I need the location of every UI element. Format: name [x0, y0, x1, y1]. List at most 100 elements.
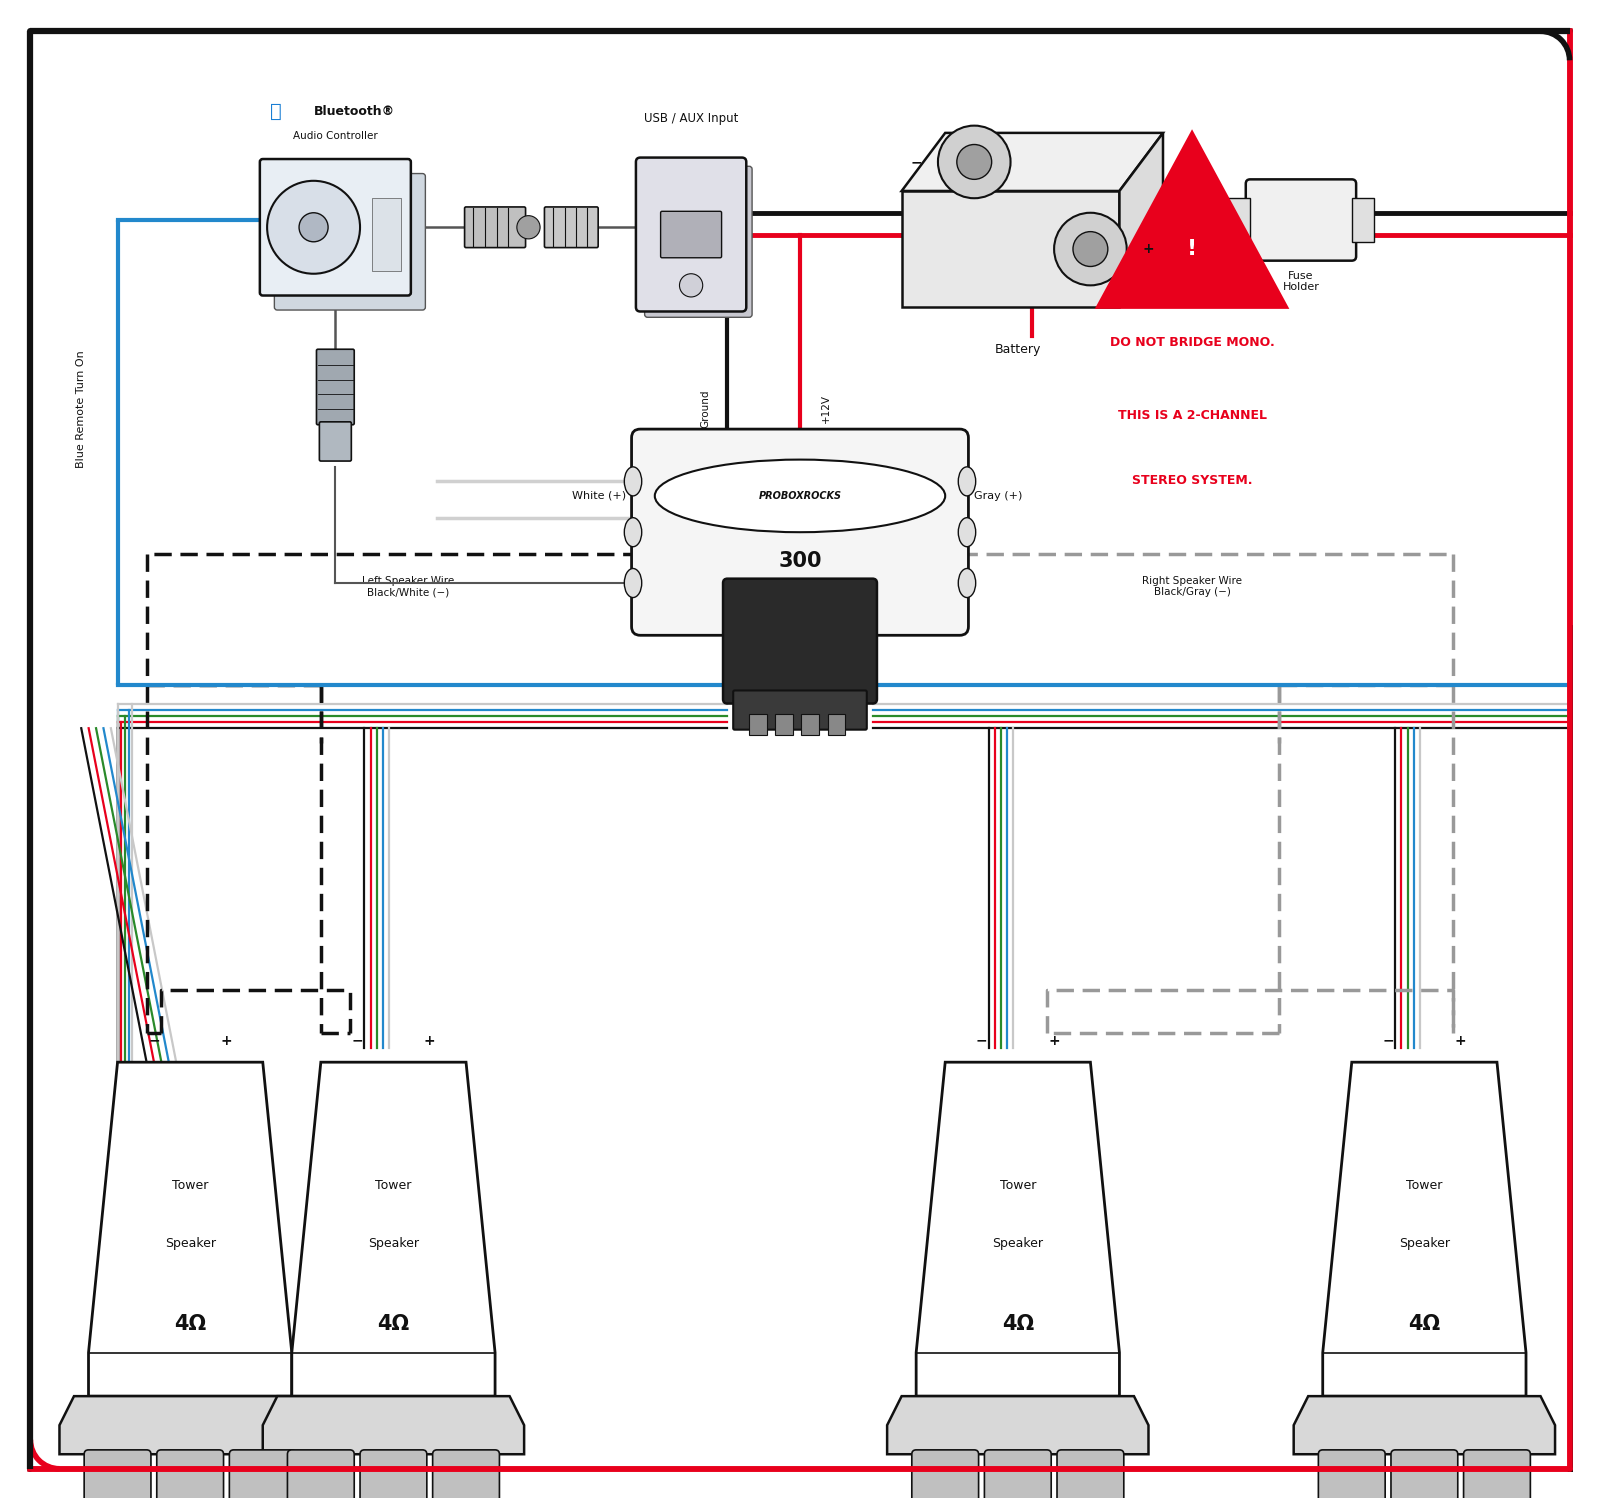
Text: +: +: [1142, 242, 1154, 256]
Text: WATTS RMS: WATTS RMS: [774, 596, 826, 604]
Bar: [776, 714, 792, 735]
Ellipse shape: [654, 459, 946, 532]
Text: Tower: Tower: [376, 1179, 411, 1192]
Text: Gray (+): Gray (+): [974, 490, 1022, 501]
FancyBboxPatch shape: [645, 166, 752, 318]
FancyBboxPatch shape: [259, 159, 411, 296]
FancyBboxPatch shape: [432, 1450, 499, 1500]
FancyBboxPatch shape: [320, 422, 352, 460]
Polygon shape: [291, 1062, 494, 1396]
Text: −: −: [976, 1034, 987, 1047]
Text: +12V: +12V: [821, 394, 830, 423]
Text: +: +: [424, 1034, 435, 1047]
Bar: [371, 198, 400, 272]
Text: Speaker: Speaker: [368, 1238, 419, 1250]
Text: Blue Remote Turn On: Blue Remote Turn On: [77, 350, 86, 468]
Ellipse shape: [624, 518, 642, 546]
Text: Ground: Ground: [701, 390, 710, 427]
Bar: [827, 714, 845, 735]
Text: Speaker: Speaker: [1398, 1238, 1450, 1250]
Polygon shape: [59, 1396, 322, 1454]
Text: 4Ω: 4Ω: [174, 1314, 206, 1334]
Text: 4Ω: 4Ω: [1002, 1314, 1034, 1334]
Circle shape: [299, 213, 328, 242]
Circle shape: [1074, 231, 1107, 267]
Text: Speaker: Speaker: [165, 1238, 216, 1250]
Polygon shape: [1323, 1062, 1526, 1396]
Polygon shape: [262, 1396, 525, 1454]
Circle shape: [517, 216, 541, 238]
Polygon shape: [902, 190, 1120, 308]
Text: USB / AUX Input: USB / AUX Input: [643, 112, 738, 125]
Text: −: −: [149, 1034, 160, 1047]
Bar: [802, 714, 819, 735]
Text: Tower: Tower: [1406, 1179, 1443, 1192]
Text: !: !: [1187, 238, 1197, 260]
Text: RGB LED Controller: RGB LED Controller: [742, 558, 858, 572]
Circle shape: [1054, 213, 1126, 285]
Text: ⦿: ⦿: [270, 102, 282, 120]
FancyBboxPatch shape: [1390, 1450, 1458, 1500]
FancyBboxPatch shape: [1246, 180, 1357, 261]
FancyBboxPatch shape: [157, 1450, 224, 1500]
Text: Bluetooth®: Bluetooth®: [314, 105, 395, 117]
Text: Fuse
Holder: Fuse Holder: [1283, 272, 1320, 292]
Ellipse shape: [958, 518, 976, 546]
Text: Left Speaker Wire
Black/White (−): Left Speaker Wire Black/White (−): [362, 576, 454, 597]
Text: +: +: [1048, 1034, 1059, 1047]
FancyBboxPatch shape: [984, 1450, 1051, 1500]
Text: Battery: Battery: [995, 344, 1042, 357]
Circle shape: [267, 182, 360, 273]
Text: White (+): White (+): [571, 490, 626, 501]
Ellipse shape: [958, 466, 976, 496]
Bar: [1229, 198, 1250, 242]
FancyBboxPatch shape: [632, 429, 968, 636]
Text: 4Ω: 4Ω: [378, 1314, 410, 1334]
Polygon shape: [917, 1062, 1120, 1396]
FancyBboxPatch shape: [544, 207, 598, 248]
Text: THIS IS A 2-CHANNEL: THIS IS A 2-CHANNEL: [1117, 410, 1267, 422]
Polygon shape: [88, 1062, 291, 1396]
Text: 300: 300: [778, 550, 822, 572]
Text: Tower: Tower: [171, 1179, 208, 1192]
FancyBboxPatch shape: [317, 350, 354, 424]
Text: −: −: [1382, 1034, 1394, 1047]
Text: Speaker: Speaker: [992, 1238, 1043, 1250]
Circle shape: [957, 144, 992, 180]
Polygon shape: [902, 134, 1163, 190]
Polygon shape: [886, 1396, 1149, 1454]
Ellipse shape: [624, 466, 642, 496]
Polygon shape: [1294, 1396, 1555, 1454]
FancyBboxPatch shape: [274, 174, 426, 310]
FancyBboxPatch shape: [1464, 1450, 1530, 1500]
Ellipse shape: [624, 568, 642, 597]
FancyBboxPatch shape: [85, 1450, 150, 1500]
Text: PROBOXROCKS: PROBOXROCKS: [758, 490, 842, 501]
Text: 4Ω: 4Ω: [1408, 1314, 1440, 1334]
FancyBboxPatch shape: [733, 690, 867, 729]
Text: −: −: [910, 154, 922, 170]
Bar: [1352, 198, 1373, 242]
FancyBboxPatch shape: [912, 1450, 979, 1500]
FancyBboxPatch shape: [360, 1450, 427, 1500]
FancyBboxPatch shape: [1058, 1450, 1123, 1500]
Polygon shape: [1120, 134, 1163, 308]
Circle shape: [938, 126, 1011, 198]
Text: −: −: [352, 1034, 363, 1047]
Text: STEREO SYSTEM.: STEREO SYSTEM.: [1131, 474, 1253, 488]
Text: Tower: Tower: [1000, 1179, 1035, 1192]
FancyBboxPatch shape: [723, 579, 877, 704]
FancyBboxPatch shape: [464, 207, 525, 248]
Text: Audio Controller: Audio Controller: [293, 130, 378, 141]
Text: +: +: [221, 1034, 232, 1047]
FancyBboxPatch shape: [229, 1450, 296, 1500]
FancyBboxPatch shape: [1318, 1450, 1386, 1500]
FancyBboxPatch shape: [288, 1450, 354, 1500]
Polygon shape: [1098, 134, 1286, 308]
Text: Right Speaker Wire
Black/Gray (−): Right Speaker Wire Black/Gray (−): [1142, 576, 1242, 597]
FancyBboxPatch shape: [661, 211, 722, 258]
Text: DO NOT BRIDGE MONO.: DO NOT BRIDGE MONO.: [1110, 336, 1275, 350]
Text: +: +: [1454, 1034, 1467, 1047]
Ellipse shape: [958, 568, 976, 597]
Circle shape: [680, 273, 702, 297]
